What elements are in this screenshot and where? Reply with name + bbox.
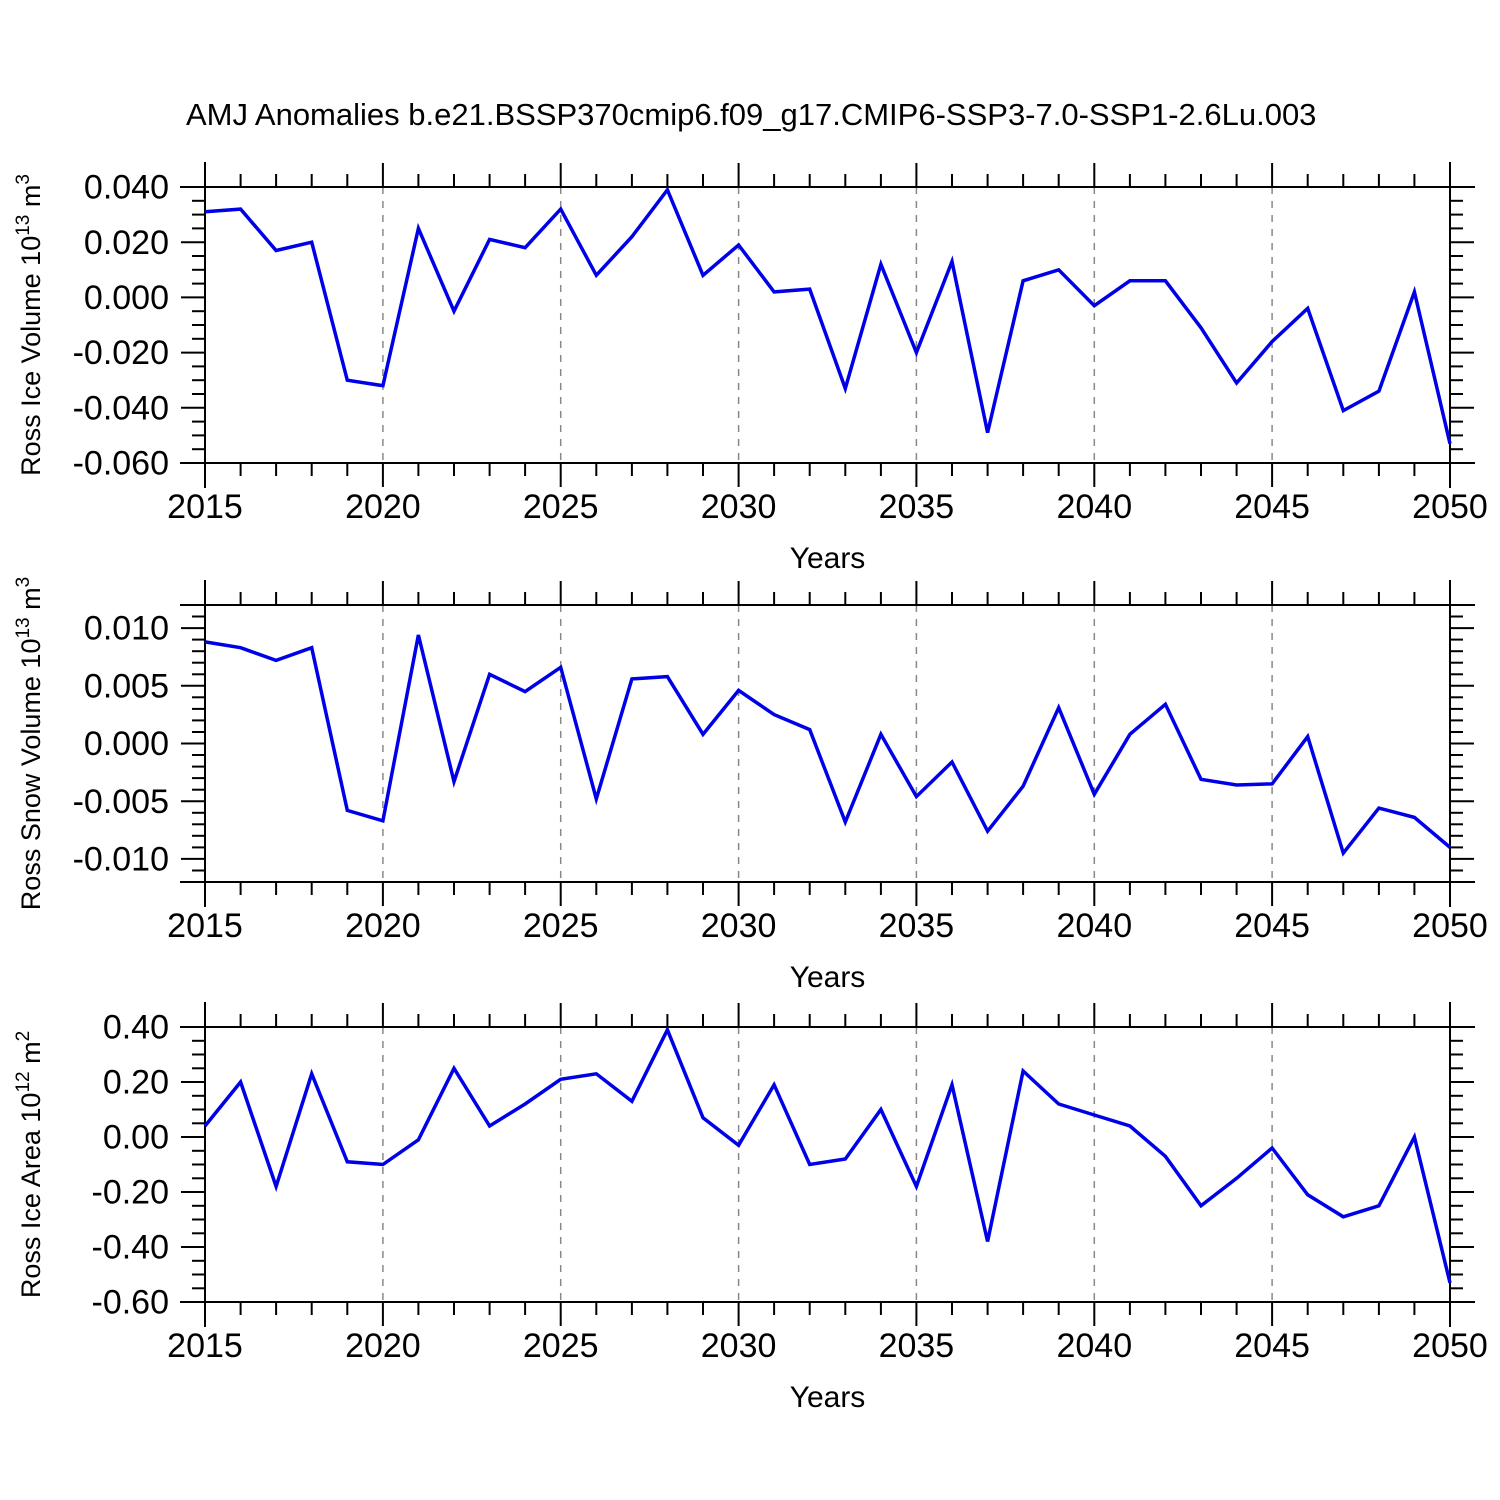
x-tick-label: 2025 [523,907,599,945]
x-tick-label: 2050 [1412,1327,1488,1365]
y-tick-label: 0.010 [84,610,169,648]
x-tick-label: 2015 [167,907,243,945]
x-tick-label: 2035 [879,488,955,526]
y-axis-title-ross-ice-area: Ross Ice Area 1012​ m2​ [13,1031,46,1298]
y-tick-label: 0.040 [84,169,169,207]
x-axis-title-ross-ice-volume: Years [790,542,866,575]
x-axis-title-ross-snow-volume: Years [790,961,866,994]
data-line-ross-snow-volume [204,634,1452,857]
x-tick-label: 2050 [1412,907,1488,945]
gridlines-ross-snow-volume [382,605,1273,882]
y-tick-labels-ross-ice-area: 0.40 0.20 0.00 -0.20 -0.40 -0.60 [92,1009,170,1322]
x-tick-label: 2030 [701,907,777,945]
y-tick-label: 0.005 [84,667,169,705]
y-tick-label: 0.020 [84,224,169,262]
y-tick-label: -0.060 [73,445,169,483]
axis-frame-ross-snow-volume [180,580,1475,907]
y-axis-title-ross-snow-volume: Ross Snow Volume 1013​ m3​ [13,577,46,910]
gridlines-ross-ice-volume [382,187,1273,463]
panel-ross-ice-area: 2015 2020 2025 2030 2035 2040 2045 2050 0.40 0.20… [13,1002,1488,1414]
x-tick-label: 2020 [345,907,421,945]
y-tick-label: -0.20 [92,1174,170,1212]
x-axis-title-ross-ice-area: Years [790,1381,866,1414]
gridlines-ross-ice-area [382,1027,1273,1302]
x-tick-label: 2040 [1056,488,1132,526]
chart-title: AMJ Anomalies b.e21.BSSP370cmip6.f09_g17… [186,97,1317,132]
x-tick-label: 2015 [167,488,243,526]
x-tick-label: 2040 [1056,907,1132,945]
data-line-ross-ice-volume [204,186,1452,445]
x-tick-labels-ross-ice-area: 2015 2020 2025 2030 2035 2040 2045 2050 [167,1327,1488,1365]
x-tick-label: 2045 [1234,907,1310,945]
x-tick-label: 2020 [345,488,421,526]
ticks-ross-ice-volume [181,163,1474,487]
x-tick-label: 2025 [523,1327,599,1365]
y-tick-label: -0.040 [73,389,169,427]
panel-ross-ice-volume: 2015 2020 2025 2030 2035 2040 2045 20500.0400.0… [13,162,1488,575]
y-axis-title-ross-ice-volume: Ross Ice Volume 1013​ m3​ [13,174,46,476]
x-tick-label: 2050 [1412,488,1488,526]
y-tick-label: -0.005 [73,783,169,821]
x-tick-label: 2025 [523,488,599,526]
y-tick-label: -0.010 [73,841,169,879]
x-tick-label: 2035 [879,1327,955,1365]
axis-frame-ross-ice-volume [180,162,1475,488]
x-tick-label: 2045 [1234,488,1310,526]
x-tick-labels-ross-ice-volume: 2015 2020 2025 2030 2035 2040 2045 2050 [167,488,1488,526]
data-line-ross-ice-area [203,1025,1452,1284]
y-tick-label: -0.60 [92,1284,170,1322]
x-tick-label: 2020 [345,1327,421,1365]
y-tick-labels-ross-ice-volume: 0.040 0.020 0.000 -0.020 -0.040 -0.060 [73,169,169,483]
x-tick-label: 2030 [701,488,777,526]
x-tick-label: 2035 [879,907,955,945]
x-tick-label: 2040 [1056,1327,1132,1365]
panel-ross-snow-volume: 2015 2020 2025 2030 2035 2040 2045 20500.0100.0… [13,577,1488,994]
x-tick-labels-ross-snow-volume: 2015 2020 2025 2030 2035 2040 2045 2050 [167,907,1488,945]
y-tick-label: 0.00 [103,1119,169,1157]
y-tick-label: -0.40 [92,1229,170,1267]
ticks-ross-snow-volume [181,581,1474,906]
y-tick-label: -0.020 [73,334,169,372]
y-tick-label: 0.000 [84,725,169,763]
ticks-ross-ice-area [181,1003,1474,1326]
y-tick-label: 0.20 [103,1064,169,1102]
y-tick-label: 0.40 [103,1009,169,1047]
y-tick-label: 0.000 [84,279,169,317]
x-tick-label: 2030 [701,1327,777,1365]
y-tick-labels-ross-snow-volume: 0.010 0.005 0.000 -0.005 -0.010 [73,610,169,879]
x-tick-label: 2045 [1234,1327,1310,1365]
x-tick-label: 2015 [167,1327,243,1365]
